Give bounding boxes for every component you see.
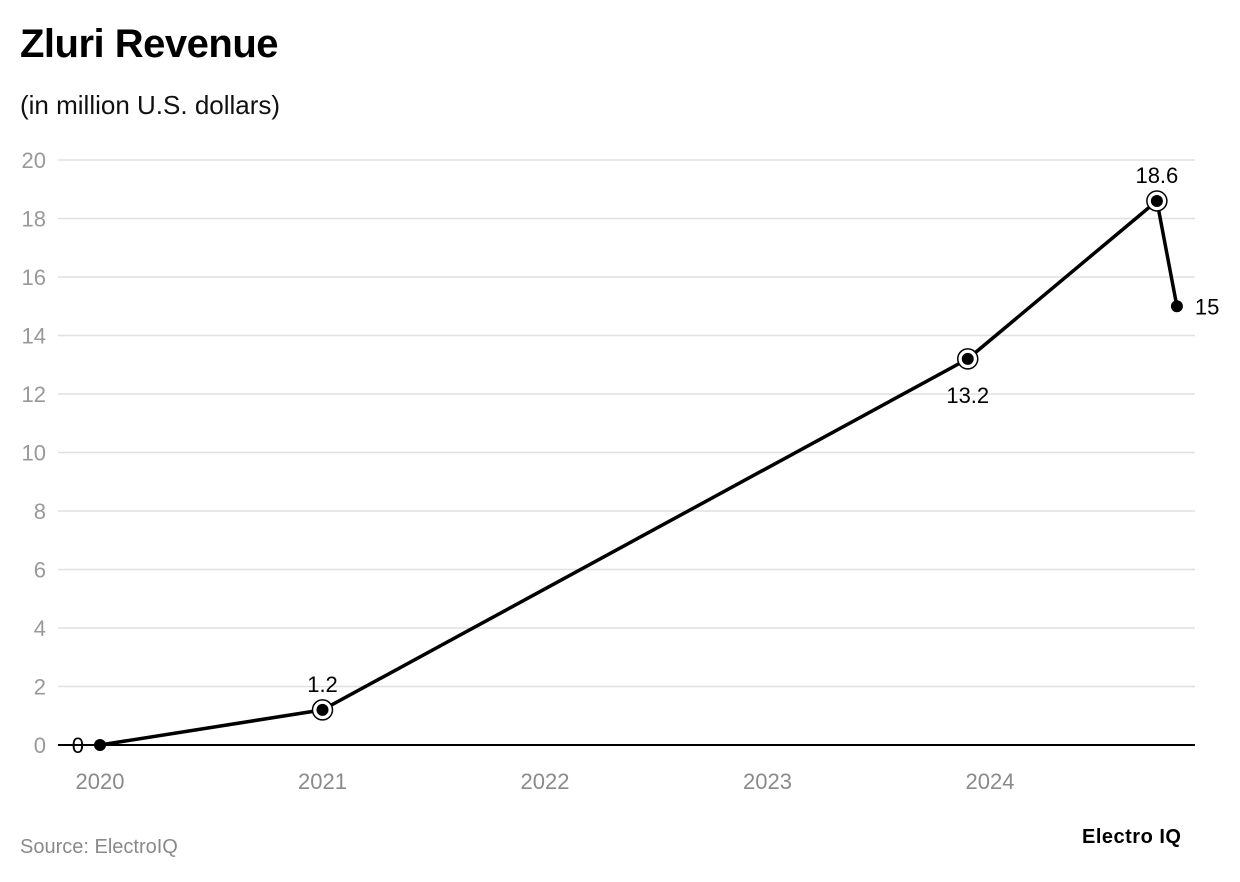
x-tick-label-2024: 2024 bbox=[966, 769, 1015, 794]
y-tick-label-8: 8 bbox=[34, 499, 46, 524]
y-tick-label-6: 6 bbox=[34, 558, 46, 583]
y-axis-ticks: 0 2 4 6 8 10 12 14 16 18 20 bbox=[22, 148, 46, 758]
data-label-1: 1.2 bbox=[307, 672, 338, 697]
x-tick-label-2020: 2020 bbox=[76, 769, 125, 794]
revenue-line bbox=[98, 199, 1179, 747]
x-tick-label-2023: 2023 bbox=[743, 769, 792, 794]
data-label-3: 18.6 bbox=[1135, 163, 1178, 188]
data-label-4: 15 bbox=[1195, 294, 1219, 319]
y-tick-label-20: 20 bbox=[22, 148, 46, 173]
data-label-2: 13.2 bbox=[946, 383, 989, 408]
data-label-0: 0 bbox=[72, 733, 84, 758]
data-point-1 bbox=[316, 703, 329, 716]
x-tick-label-2021: 2021 bbox=[298, 769, 347, 794]
y-tick-label-14: 14 bbox=[22, 324, 46, 349]
chart-title: Zluri Revenue bbox=[20, 22, 279, 66]
y-tick-label-4: 4 bbox=[34, 616, 46, 641]
y-tick-label-16: 16 bbox=[22, 265, 46, 290]
data-point-0 bbox=[94, 739, 106, 751]
source-note: Source: ElectroIQ bbox=[20, 836, 178, 858]
data-labels: 0 1.2 13.2 18.6 15 bbox=[72, 163, 1220, 758]
y-tick-label-12: 12 bbox=[22, 382, 46, 407]
data-point-3 bbox=[1150, 194, 1163, 207]
y-tick-label-0: 0 bbox=[34, 733, 46, 758]
revenue-series bbox=[94, 190, 1183, 751]
y-tick-label-10: 10 bbox=[22, 441, 46, 466]
y-tick-label-18: 18 bbox=[22, 207, 46, 232]
data-point-2 bbox=[961, 352, 974, 365]
x-axis-ticks: 2020 2021 2022 2023 2024 bbox=[76, 769, 1015, 794]
y-tick-label-2: 2 bbox=[34, 675, 46, 700]
x-tick-label-2022: 2022 bbox=[521, 769, 570, 794]
gridlines bbox=[58, 159, 1195, 688]
brand-logo: Electro IQ bbox=[1082, 826, 1182, 848]
data-point-4 bbox=[1170, 300, 1183, 313]
chart-subtitle: (in million U.S. dollars) bbox=[20, 90, 281, 120]
